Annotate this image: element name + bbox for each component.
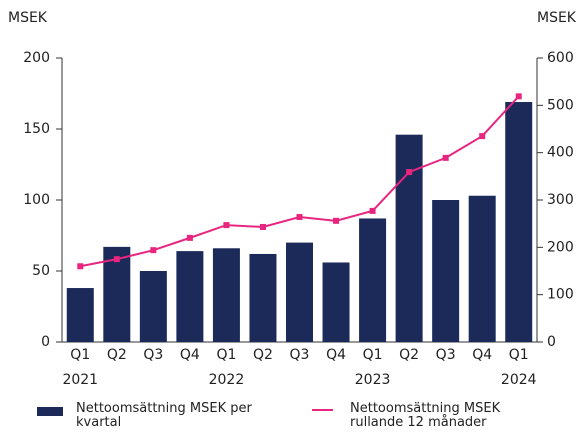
bar [176,251,204,342]
y-tick-label: 50 [32,263,50,279]
point [186,234,193,241]
point [296,214,303,221]
point [113,256,120,263]
year-label: 2021 [62,372,98,388]
y2-tick-label: 200 [547,239,574,255]
legend-swatch [312,409,333,411]
x-tick-label: Q2 [399,347,419,363]
bar [468,195,496,342]
x-tick-label: Q3 [436,347,456,363]
bar [212,248,240,342]
bar [66,288,94,342]
y2-tick-label: 400 [547,145,574,161]
x-tick-label: Q4 [326,347,346,363]
y2-tick-label: 100 [547,287,574,303]
y-tick-label: 100 [23,192,50,208]
y2-tick-label: 600 [547,50,574,66]
point [223,222,230,229]
bar [286,242,313,342]
bar [139,271,167,342]
point [442,154,449,161]
point [515,93,522,100]
y2-tick-label: 0 [547,334,556,350]
x-tick-label: Q1 [216,347,236,363]
x-tick-label: Q1 [70,347,90,363]
legend-swatch [37,407,63,416]
point [406,169,413,176]
bar [322,262,350,342]
x-tick-label: Q2 [107,347,127,363]
year-label: 2023 [355,372,391,388]
x-tick-label: Q2 [253,347,273,363]
bar [395,134,423,342]
y-tick-label: 200 [23,50,50,66]
bar [359,218,387,342]
x-tick-label: Q3 [290,347,310,363]
point [333,217,340,224]
bar [505,102,533,343]
x-tick-label: Q1 [363,347,383,363]
legend-label: Nettoomsättning MSEK rullande 12 månader [350,401,501,430]
x-tick-label: Q3 [143,347,163,363]
x-tick-label: Q4 [472,347,492,363]
x-tick-label: Q1 [509,347,529,363]
legend-label: Nettoomsättning MSEK per kvartal [76,401,252,430]
y2-tick-label: 500 [547,97,574,113]
y-tick-label: 150 [23,121,50,137]
y2-axis-label: MSEK [537,10,577,26]
year-label: 2024 [501,372,537,388]
y2-tick-label: 300 [547,192,574,208]
bar [432,200,460,342]
y-axis-label: MSEK [8,10,48,26]
bar [249,253,277,342]
point [259,223,266,230]
y-tick-label: 0 [41,334,50,350]
x-tick-label: Q4 [180,347,200,363]
point [479,133,486,140]
point [369,207,376,214]
point [77,263,84,270]
year-label: 2022 [209,372,245,388]
bar [103,246,131,342]
point [150,247,157,254]
